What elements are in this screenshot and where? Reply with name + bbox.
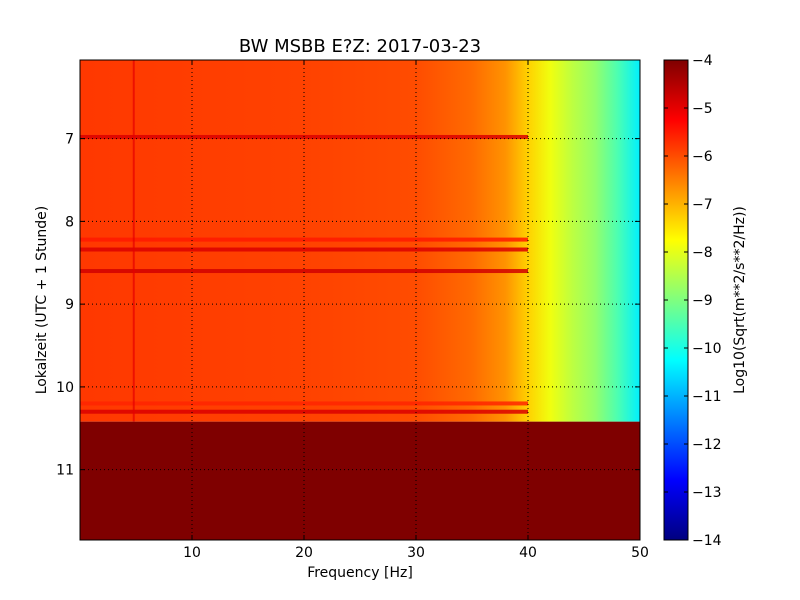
colorbar-label: Log10(Sqrt(m**2/s**2/Hz)) (732, 206, 748, 394)
plot-frame (79, 59, 641, 541)
noise-band (80, 269, 528, 274)
colorbar-ticks: −4 −5 −6 −7 −8 −9 −10 −11 −12 −13 −14 (664, 53, 722, 549)
colorbar-tick-label: −10 (692, 341, 722, 357)
y-tick-label: 10 (56, 380, 74, 396)
y-tick-label: 7 (65, 132, 74, 148)
colorbar-tick-label: −5 (692, 101, 713, 117)
y-axis-ticks: 7 8 9 10 11 (56, 132, 640, 479)
colorbar-tick-label: −8 (692, 245, 713, 261)
x-tick-label: 10 (183, 545, 201, 561)
colorbar-tick-label: −4 (692, 53, 713, 69)
colorbar-tick-label: −6 (692, 149, 713, 165)
x-tick-label: 50 (631, 545, 649, 561)
noise-band (80, 401, 528, 406)
plot-area: 10 20 30 40 50 7 8 9 10 11 (56, 59, 649, 561)
colorbar-tick-label: −14 (692, 533, 722, 549)
x-tick-label: 20 (295, 545, 313, 561)
colorbar-tick-label: −11 (692, 389, 722, 405)
y-tick-label: 8 (65, 214, 74, 230)
colorbar-tick-label: −9 (692, 293, 713, 309)
y-tick-label: 11 (56, 463, 74, 479)
noise-band (80, 247, 528, 252)
vertical-noise-line (132, 60, 135, 422)
colorbar-tick-label: −7 (692, 197, 713, 213)
x-axis-ticks: 10 20 30 40 50 (183, 60, 649, 561)
no-data-region (80, 421, 640, 540)
y-tick-label: 9 (65, 297, 74, 313)
x-axis-label: Frequency [Hz] (307, 565, 413, 581)
colorbar-tick-label: −12 (692, 437, 722, 453)
chart-title: BW MSBB E?Z: 2017-03-23 (239, 36, 481, 57)
noise-band (80, 409, 528, 414)
noise-band (80, 237, 528, 242)
x-tick-label: 30 (407, 545, 425, 561)
heatmap (80, 60, 640, 540)
y-axis-label: Lokalzeit (UTC + 1 Stunde) (34, 206, 50, 395)
colorbar: −4 −5 −6 −7 −8 −9 −10 −11 −12 −13 −14 Log10(Sqrt(m… (663, 53, 748, 549)
grid-lines (80, 60, 640, 540)
colorbar-tick-label: −13 (692, 485, 722, 501)
x-tick-label: 40 (519, 545, 537, 561)
